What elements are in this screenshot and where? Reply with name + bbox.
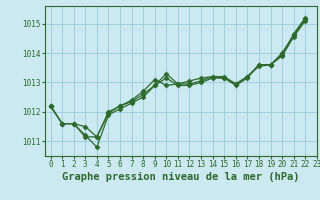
X-axis label: Graphe pression niveau de la mer (hPa): Graphe pression niveau de la mer (hPa) bbox=[62, 172, 300, 182]
